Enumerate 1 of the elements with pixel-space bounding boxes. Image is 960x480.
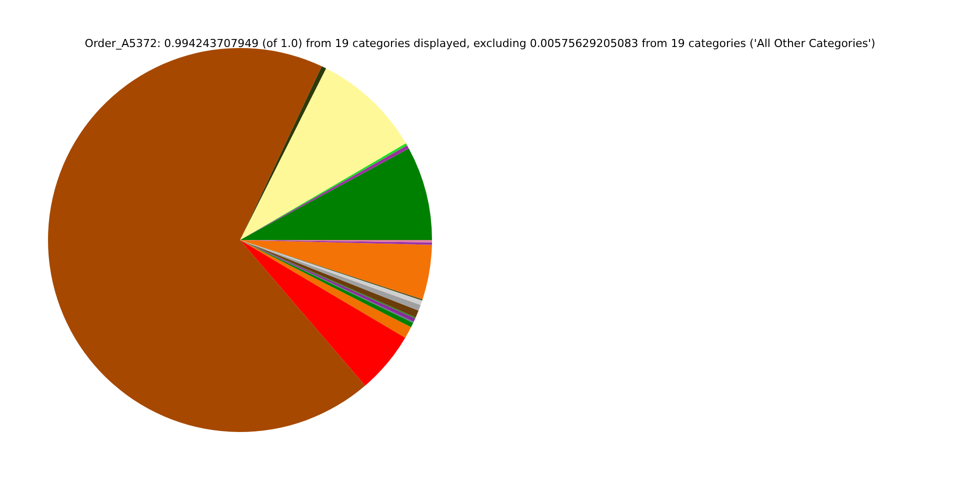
text: Order_A5372: 0.994243707949 (of 1.0) from 19 categories displayed, excluding 0.00575629205083 from 19 categories ('All Other Categories') <box>84 37 876 50</box>
